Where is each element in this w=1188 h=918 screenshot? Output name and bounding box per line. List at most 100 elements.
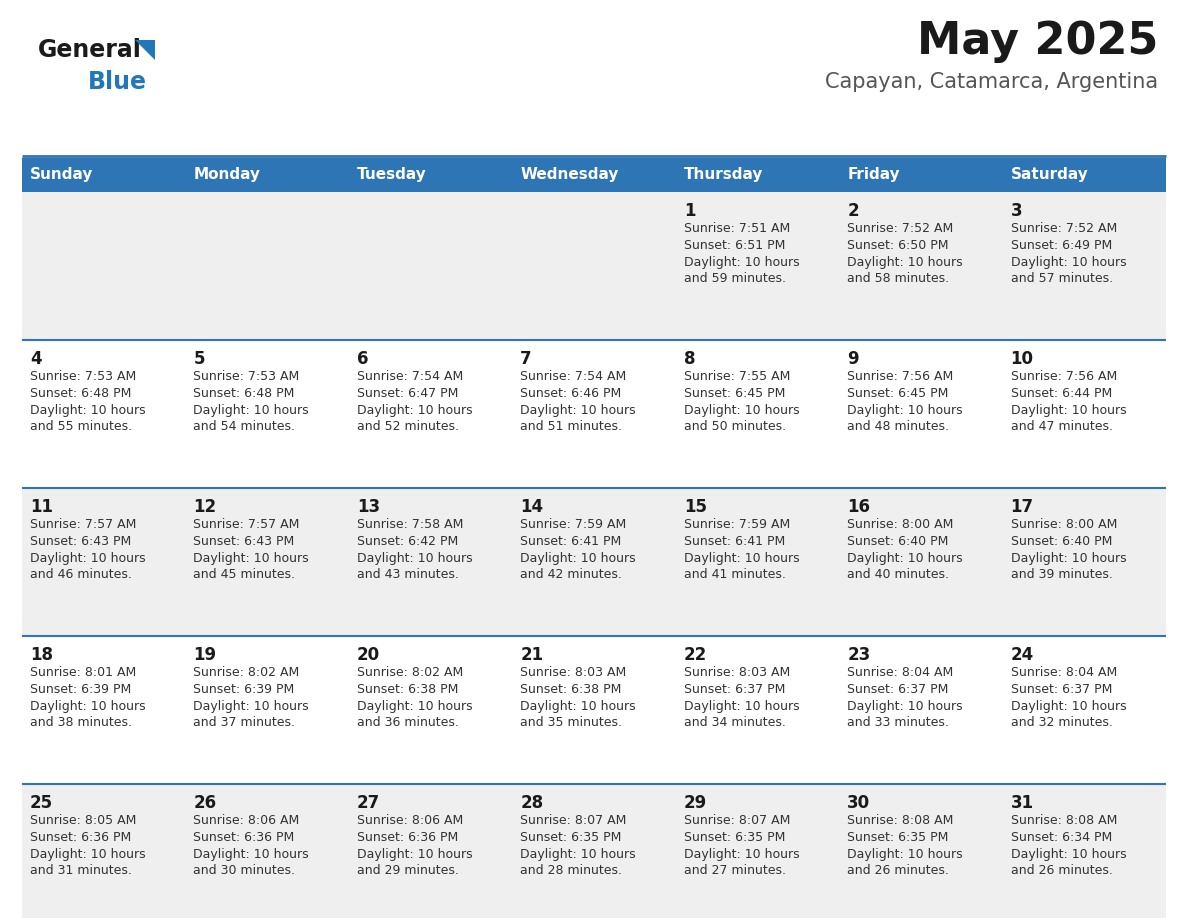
Text: Daylight: 10 hours: Daylight: 10 hours — [1011, 256, 1126, 269]
Text: Sunrise: 8:07 AM: Sunrise: 8:07 AM — [520, 814, 626, 827]
Text: Sunrise: 7:58 AM: Sunrise: 7:58 AM — [356, 518, 463, 531]
Text: 26: 26 — [194, 794, 216, 812]
Text: Sunset: 6:37 PM: Sunset: 6:37 PM — [847, 683, 948, 696]
Text: 12: 12 — [194, 498, 216, 516]
Text: Daylight: 10 hours: Daylight: 10 hours — [356, 848, 473, 861]
Bar — [349, 192, 512, 340]
Text: Sunrise: 8:03 AM: Sunrise: 8:03 AM — [684, 666, 790, 679]
Bar — [839, 636, 1003, 784]
Text: Sunset: 6:38 PM: Sunset: 6:38 PM — [520, 683, 621, 696]
Text: Sunset: 6:47 PM: Sunset: 6:47 PM — [356, 387, 459, 400]
Bar — [349, 158, 512, 192]
Text: Sunrise: 7:54 AM: Sunrise: 7:54 AM — [356, 370, 463, 383]
Text: Sunrise: 8:00 AM: Sunrise: 8:00 AM — [847, 518, 954, 531]
Text: and 46 minutes.: and 46 minutes. — [30, 568, 132, 581]
Text: 25: 25 — [30, 794, 53, 812]
Bar — [1003, 158, 1165, 192]
Text: Sunset: 6:35 PM: Sunset: 6:35 PM — [520, 831, 621, 844]
Text: Sunset: 6:40 PM: Sunset: 6:40 PM — [1011, 535, 1112, 548]
Text: 28: 28 — [520, 794, 543, 812]
Bar — [185, 636, 349, 784]
Text: 1: 1 — [684, 202, 695, 220]
Text: 5: 5 — [194, 350, 204, 368]
Text: General: General — [38, 38, 141, 62]
Text: Daylight: 10 hours: Daylight: 10 hours — [1011, 552, 1126, 565]
Text: Sunset: 6:46 PM: Sunset: 6:46 PM — [520, 387, 621, 400]
Text: 29: 29 — [684, 794, 707, 812]
Text: Sunset: 6:43 PM: Sunset: 6:43 PM — [30, 535, 131, 548]
Text: Daylight: 10 hours: Daylight: 10 hours — [520, 700, 636, 713]
Text: Daylight: 10 hours: Daylight: 10 hours — [520, 848, 636, 861]
Text: Daylight: 10 hours: Daylight: 10 hours — [520, 404, 636, 417]
Text: Daylight: 10 hours: Daylight: 10 hours — [1011, 848, 1126, 861]
Text: Sunset: 6:37 PM: Sunset: 6:37 PM — [684, 683, 785, 696]
Text: and 41 minutes.: and 41 minutes. — [684, 568, 785, 581]
Text: Sunrise: 7:51 AM: Sunrise: 7:51 AM — [684, 222, 790, 235]
Text: 11: 11 — [30, 498, 53, 516]
Bar — [512, 192, 676, 340]
Text: 7: 7 — [520, 350, 532, 368]
Text: and 59 minutes.: and 59 minutes. — [684, 272, 785, 285]
Bar — [1003, 340, 1165, 488]
Text: 17: 17 — [1011, 498, 1034, 516]
Text: and 28 minutes.: and 28 minutes. — [520, 864, 623, 877]
Text: Daylight: 10 hours: Daylight: 10 hours — [194, 404, 309, 417]
Text: Sunrise: 8:06 AM: Sunrise: 8:06 AM — [356, 814, 463, 827]
Text: 2: 2 — [847, 202, 859, 220]
Bar — [1003, 784, 1165, 918]
Text: Daylight: 10 hours: Daylight: 10 hours — [356, 700, 473, 713]
Text: and 37 minutes.: and 37 minutes. — [194, 716, 296, 729]
Text: Sunrise: 7:53 AM: Sunrise: 7:53 AM — [194, 370, 299, 383]
Text: Daylight: 10 hours: Daylight: 10 hours — [684, 256, 800, 269]
Text: and 33 minutes.: and 33 minutes. — [847, 716, 949, 729]
Text: Sunrise: 7:53 AM: Sunrise: 7:53 AM — [30, 370, 137, 383]
Text: Monday: Monday — [194, 167, 260, 183]
Bar — [185, 192, 349, 340]
Text: Sunrise: 8:06 AM: Sunrise: 8:06 AM — [194, 814, 299, 827]
Text: Daylight: 10 hours: Daylight: 10 hours — [30, 552, 146, 565]
Text: Sunset: 6:38 PM: Sunset: 6:38 PM — [356, 683, 459, 696]
Bar — [185, 340, 349, 488]
Bar — [1003, 636, 1165, 784]
Bar — [676, 192, 839, 340]
Text: Daylight: 10 hours: Daylight: 10 hours — [30, 700, 146, 713]
Text: 8: 8 — [684, 350, 695, 368]
Text: Sunday: Sunday — [30, 167, 94, 183]
Text: Sunset: 6:39 PM: Sunset: 6:39 PM — [194, 683, 295, 696]
Bar — [23, 488, 185, 636]
Text: Sunrise: 7:59 AM: Sunrise: 7:59 AM — [684, 518, 790, 531]
Text: Daylight: 10 hours: Daylight: 10 hours — [847, 256, 962, 269]
Text: and 31 minutes.: and 31 minutes. — [30, 864, 132, 877]
Text: Sunrise: 8:05 AM: Sunrise: 8:05 AM — [30, 814, 137, 827]
Text: Sunrise: 7:54 AM: Sunrise: 7:54 AM — [520, 370, 626, 383]
Text: Friday: Friday — [847, 167, 899, 183]
Text: Daylight: 10 hours: Daylight: 10 hours — [520, 552, 636, 565]
Text: and 51 minutes.: and 51 minutes. — [520, 420, 623, 433]
Text: Sunset: 6:37 PM: Sunset: 6:37 PM — [1011, 683, 1112, 696]
Text: Daylight: 10 hours: Daylight: 10 hours — [30, 848, 146, 861]
Text: Sunrise: 8:04 AM: Sunrise: 8:04 AM — [1011, 666, 1117, 679]
Text: and 36 minutes.: and 36 minutes. — [356, 716, 459, 729]
Bar — [349, 784, 512, 918]
Text: 4: 4 — [30, 350, 42, 368]
Text: Sunrise: 8:08 AM: Sunrise: 8:08 AM — [847, 814, 954, 827]
Text: and 55 minutes.: and 55 minutes. — [30, 420, 132, 433]
Text: Daylight: 10 hours: Daylight: 10 hours — [847, 552, 962, 565]
Text: and 38 minutes.: and 38 minutes. — [30, 716, 132, 729]
Text: Sunset: 6:41 PM: Sunset: 6:41 PM — [520, 535, 621, 548]
Text: Daylight: 10 hours: Daylight: 10 hours — [684, 404, 800, 417]
Bar — [512, 636, 676, 784]
Text: 10: 10 — [1011, 350, 1034, 368]
Text: Daylight: 10 hours: Daylight: 10 hours — [194, 552, 309, 565]
Bar — [512, 488, 676, 636]
Text: and 30 minutes.: and 30 minutes. — [194, 864, 296, 877]
Bar — [349, 340, 512, 488]
Text: Daylight: 10 hours: Daylight: 10 hours — [684, 848, 800, 861]
Text: Sunset: 6:49 PM: Sunset: 6:49 PM — [1011, 239, 1112, 252]
Text: Sunrise: 7:52 AM: Sunrise: 7:52 AM — [847, 222, 954, 235]
Text: Daylight: 10 hours: Daylight: 10 hours — [30, 404, 146, 417]
Text: and 54 minutes.: and 54 minutes. — [194, 420, 296, 433]
Text: and 57 minutes.: and 57 minutes. — [1011, 272, 1113, 285]
Bar — [1003, 192, 1165, 340]
Text: Sunrise: 8:02 AM: Sunrise: 8:02 AM — [356, 666, 463, 679]
